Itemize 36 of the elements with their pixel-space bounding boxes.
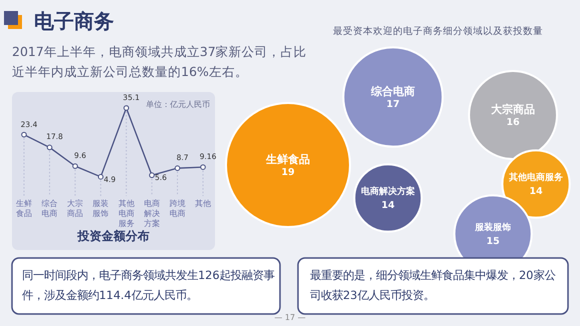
data-label: 19 <box>280 167 296 178</box>
x-tick-label: 综合电商 <box>40 199 59 219</box>
point <box>98 174 104 180</box>
annotation: — 17 — <box>273 313 307 322</box>
point <box>200 164 206 170</box>
x-tick-label: 大宗商品 <box>66 199 84 219</box>
x-tick-label: 服装服饰 <box>92 199 110 219</box>
node-label: 综合电商 <box>370 84 416 99</box>
node-label: 其他电商服务 <box>508 171 564 184</box>
title: 电子商务 <box>34 8 114 35</box>
data-label: 17 <box>385 99 401 110</box>
x-tick-label: 其他 <box>194 199 212 209</box>
node-label: 生鲜食品 <box>264 152 311 167</box>
data-label: 14 <box>528 186 544 197</box>
point <box>72 163 78 169</box>
point <box>123 105 130 111</box>
x-tick-label: 生鲜食品 <box>15 199 33 219</box>
node-label: 电商解决方案 <box>360 185 416 198</box>
data-label: 15 <box>485 236 501 247</box>
x-tick-label: 电商解决方案 <box>142 199 161 229</box>
point <box>46 144 52 150</box>
x-tick-label: 跨境电商 <box>168 199 186 219</box>
title: 投资金额分布 <box>76 228 150 245</box>
point <box>21 132 27 138</box>
annotation: 最重要的是，细分领域生鲜食品集中爆发，20家公司收获23亿人民币投资。 <box>310 268 556 304</box>
annotation: 单位：亿元人民币 <box>146 99 210 110</box>
x-tick-label: 其他电商服务 <box>117 199 136 229</box>
node-label: 服装服饰 <box>474 221 512 234</box>
annotation: 2017年上半年，电商领域共成立37家新公司，占比近半年内成立新公司总数量的16%左右。 <box>12 43 308 81</box>
data-label: 14 <box>380 200 396 211</box>
data-label: 16 <box>505 117 521 128</box>
title: 最受资本欢迎的电子商务细分领域以及获投数量 <box>333 25 543 38</box>
point <box>149 172 155 178</box>
annotation: 同一时间段内，电子商务领域共发生126起投融资事件，涉及金额约114.4亿元人民币。 <box>22 268 276 304</box>
node-label: 大宗商品 <box>490 102 536 117</box>
point <box>174 165 180 171</box>
